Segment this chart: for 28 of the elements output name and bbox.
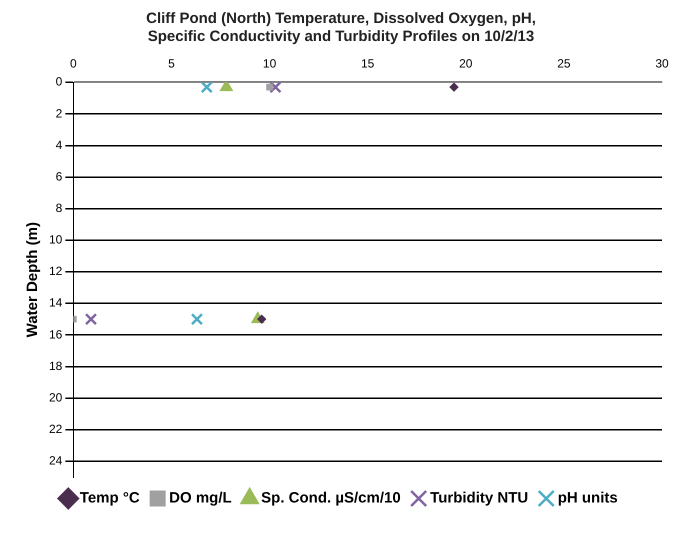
y-tick-label: 18	[48, 358, 63, 373]
y-tick-label: 20	[48, 390, 63, 404]
x-tick-label: 5	[168, 56, 176, 71]
y-tick-label: 2	[56, 106, 63, 120]
y-tick-label: 6	[56, 169, 63, 184]
y-tick-label: 24	[48, 454, 63, 468]
legend-label: Sp. Cond. µS/cm/10	[261, 490, 401, 507]
legend-label: Turbidity NTU	[430, 490, 528, 507]
y-tick-label: 8	[56, 200, 63, 215]
x-tick-label: 15	[360, 56, 375, 71]
text: Specific Conductivity and Turbidity Profiles on 10/2/13	[148, 28, 534, 46]
y-tick-label: 16	[48, 327, 63, 342]
x-tick-label: 30	[655, 56, 669, 71]
y-tick-label: 14	[48, 296, 63, 310]
legend-label: pH units	[558, 490, 618, 507]
x-tick-label: 25	[557, 56, 571, 71]
y-tick-label: 10	[48, 232, 63, 247]
x-tick-label: 0	[70, 56, 78, 71]
legend-label: Temp °C	[80, 490, 140, 507]
y-axis-title: Water Depth (m)	[24, 222, 42, 338]
x-tick-label: 10	[262, 56, 277, 71]
legend-label: DO mg/L	[169, 490, 232, 507]
x-tick-label: 20	[459, 56, 473, 71]
y-tick-label: 12	[48, 264, 63, 278]
y-tick-label: 0	[56, 74, 63, 89]
y-tick-label: 4	[56, 138, 63, 152]
text: Cliff Pond (North) Temperature, Dissolved Oxygen, pH,	[146, 10, 536, 28]
y-tick-label: 22	[48, 422, 63, 436]
